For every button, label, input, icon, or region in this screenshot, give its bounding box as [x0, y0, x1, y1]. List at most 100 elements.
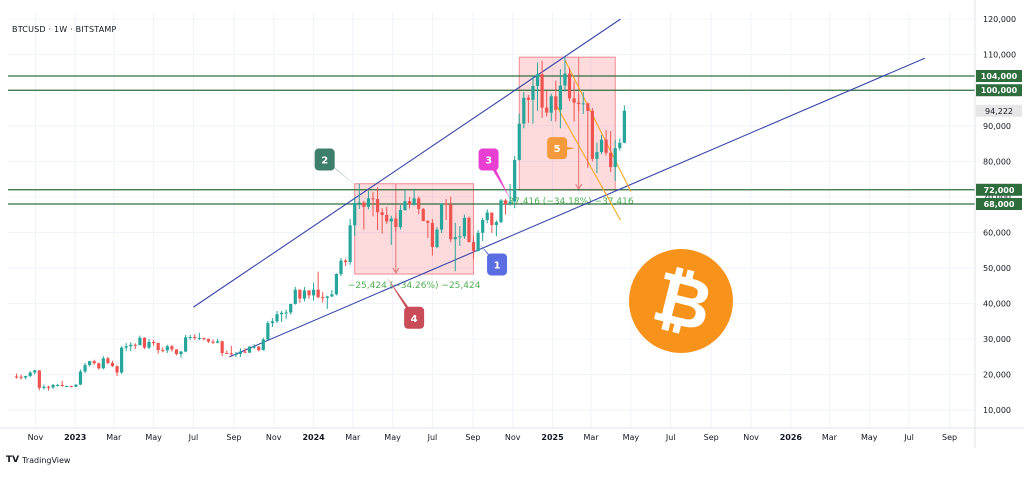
- time-axis-tick-label: May: [145, 433, 162, 442]
- time-axis-tick-label: 2026: [780, 433, 803, 442]
- level-price-tag: [976, 198, 1022, 210]
- time-axis-tick-label: Mar: [345, 433, 361, 442]
- candle-body: [508, 201, 512, 204]
- candle-body: [88, 361, 92, 366]
- candle-body: [334, 274, 339, 295]
- candle-body: [618, 142, 622, 149]
- candle-body: [371, 198, 375, 200]
- time-axis-tick-label: Jul: [903, 433, 914, 442]
- time-axis-tick-label: Jul: [188, 433, 199, 442]
- time-axis-tick-label: Jul: [665, 433, 676, 442]
- price-axis-tick-label: 50,000: [983, 264, 1011, 273]
- candle-body: [188, 336, 192, 338]
- candle-body: [211, 341, 215, 343]
- price-axis-tick-label: 90,000: [983, 122, 1011, 131]
- price-axis-tick-label: 110,000: [983, 51, 1016, 60]
- candle-body: [174, 349, 179, 355]
- candle-body: [270, 321, 275, 324]
- candle-body: [449, 204, 453, 240]
- candle-body: [74, 384, 78, 387]
- candle-body: [101, 358, 105, 369]
- candle-body: [526, 97, 530, 100]
- candle-body: [343, 260, 348, 262]
- range-measure-label: −37,416 (−34.18%) −37,416: [501, 197, 634, 207]
- candle-body: [531, 85, 535, 100]
- price-axis-tick-label: 120,000: [983, 15, 1016, 24]
- candle-body: [206, 338, 211, 342]
- callout-badge: [547, 137, 568, 160]
- time-axis-tick-label: May: [861, 433, 878, 442]
- time-axis-tick-label: Sep: [226, 433, 241, 442]
- callout-number: 4: [411, 314, 418, 325]
- candle-body: [485, 212, 489, 220]
- falling-channel-line: [564, 59, 632, 192]
- candle-body: [522, 97, 526, 124]
- price-axis-tick-label: 30,000: [983, 335, 1011, 344]
- last-price-label: 94,222: [985, 107, 1013, 116]
- candle-body: [549, 96, 553, 113]
- candle-body: [444, 203, 448, 205]
- level-price-tag-label: 72,000: [984, 186, 1015, 195]
- level-price-tag-label: 100,000: [981, 86, 1018, 95]
- candle-body: [46, 386, 51, 388]
- candle-body: [284, 312, 288, 314]
- time-axis-tick-label: May: [384, 433, 401, 442]
- candle-body: [430, 222, 435, 248]
- candle-body: [293, 289, 297, 304]
- candle-body: [275, 314, 279, 322]
- candle-body: [435, 229, 439, 248]
- time-axis-tick-label: Sep: [942, 433, 957, 442]
- level-price-tag: [976, 183, 1022, 196]
- candle-body: [471, 242, 476, 251]
- candle-body: [462, 217, 467, 237]
- candle-body: [129, 344, 133, 347]
- callout-number: 2: [321, 156, 328, 167]
- price-axis-tick-label: 10,000: [983, 406, 1011, 415]
- candle-body: [339, 260, 343, 275]
- time-axis-tick-label: Nov: [266, 433, 282, 442]
- candle-body: [417, 198, 421, 209]
- candle-body: [124, 346, 128, 348]
- tradingview-logo-icon: TV: [6, 455, 20, 465]
- level-price-tag: [976, 84, 1022, 97]
- level-price-tag-label: 68,000: [984, 200, 1015, 209]
- candle-body: [316, 289, 320, 298]
- tradingview-footer[interactable]: TV TradingView: [6, 455, 70, 465]
- time-axis-tick-label: Mar: [584, 433, 600, 442]
- range-arrow-head: [392, 267, 400, 275]
- candle-body: [69, 386, 73, 388]
- candle-body: [234, 354, 238, 356]
- candle-body: [60, 384, 64, 387]
- candle-body: [78, 371, 83, 385]
- time-axis-tick-label: Sep: [704, 433, 719, 442]
- time-axis-tick-label: 2025: [541, 433, 564, 442]
- candle-body: [311, 289, 316, 296]
- candle-body: [202, 338, 206, 340]
- candle-body: [563, 73, 567, 86]
- callout-pointer: [320, 156, 359, 188]
- candle-body: [558, 85, 562, 110]
- candle-body: [229, 353, 233, 355]
- candle-body: [439, 203, 444, 230]
- candle-body: [51, 384, 55, 388]
- callout-badge: [314, 148, 335, 171]
- candle-body: [604, 139, 608, 153]
- time-axis-tick-label: Nov: [743, 433, 759, 442]
- candle-body: [412, 198, 416, 205]
- candle-body: [622, 110, 626, 143]
- time-axis-tick-label: Jul: [427, 433, 438, 442]
- candle-body: [110, 362, 115, 367]
- candle-body: [97, 363, 101, 369]
- candle-body: [266, 323, 270, 340]
- candle-body: [325, 296, 329, 298]
- candle-body: [572, 98, 576, 103]
- candle-body: [289, 303, 293, 313]
- level-price-tag: [976, 70, 1022, 82]
- candle-body: [577, 102, 581, 105]
- price-axis-tick-label: 40,000: [983, 300, 1011, 309]
- candle-body: [499, 200, 503, 223]
- candle-body: [490, 212, 494, 225]
- candle-body: [33, 370, 37, 373]
